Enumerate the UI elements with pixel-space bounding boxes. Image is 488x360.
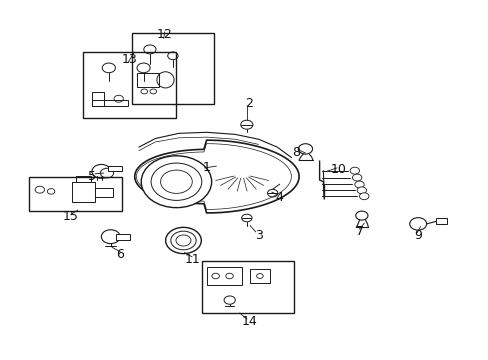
Bar <box>249 269 269 283</box>
Text: 13: 13 <box>122 53 137 66</box>
Bar <box>132 33 214 104</box>
Bar <box>82 52 176 118</box>
Circle shape <box>355 211 367 220</box>
Bar <box>108 166 121 171</box>
Bar <box>72 182 95 202</box>
Text: 10: 10 <box>330 163 346 176</box>
Circle shape <box>92 165 110 178</box>
Text: 9: 9 <box>413 229 421 242</box>
Text: 6: 6 <box>116 248 124 261</box>
Bar <box>202 261 293 313</box>
Text: 8: 8 <box>291 146 300 159</box>
Circle shape <box>151 163 202 201</box>
Text: 2: 2 <box>245 98 253 111</box>
Text: 15: 15 <box>63 210 79 223</box>
Text: 3: 3 <box>254 229 262 242</box>
Bar <box>76 176 91 182</box>
Circle shape <box>100 168 113 178</box>
Text: 5: 5 <box>88 170 96 183</box>
Bar <box>137 73 159 87</box>
Bar <box>116 234 130 240</box>
Text: 1: 1 <box>203 161 210 174</box>
Bar <box>92 100 127 106</box>
Polygon shape <box>135 140 299 213</box>
Circle shape <box>349 167 359 174</box>
Text: 12: 12 <box>157 28 172 41</box>
Circle shape <box>160 170 192 193</box>
Circle shape <box>356 187 366 194</box>
Bar <box>28 176 122 211</box>
Circle shape <box>101 230 120 244</box>
Circle shape <box>170 231 196 250</box>
Bar <box>435 219 447 224</box>
Circle shape <box>409 218 426 230</box>
Circle shape <box>354 181 364 188</box>
Circle shape <box>165 228 201 253</box>
Circle shape <box>359 193 368 200</box>
Circle shape <box>141 156 211 208</box>
Bar <box>92 91 104 106</box>
Text: 7: 7 <box>355 225 363 238</box>
Text: 14: 14 <box>241 315 257 328</box>
Text: 4: 4 <box>275 191 283 204</box>
Circle shape <box>176 235 191 246</box>
Circle shape <box>298 144 312 154</box>
Bar <box>206 267 241 284</box>
Bar <box>95 188 113 197</box>
Circle shape <box>352 174 361 181</box>
Text: 11: 11 <box>184 253 201 266</box>
